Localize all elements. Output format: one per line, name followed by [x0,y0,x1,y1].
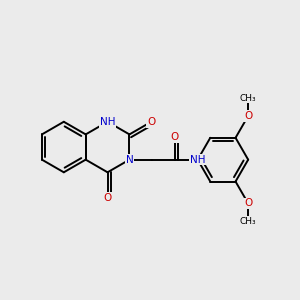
Text: O: O [244,198,252,208]
Text: O: O [171,132,179,142]
Text: O: O [244,111,252,121]
Text: O: O [103,193,112,202]
Text: N: N [126,155,133,165]
Text: O: O [147,117,155,127]
Text: CH₃: CH₃ [240,217,256,226]
Text: NH: NH [100,117,115,127]
Text: CH₃: CH₃ [240,94,256,103]
Text: NH: NH [190,155,206,165]
